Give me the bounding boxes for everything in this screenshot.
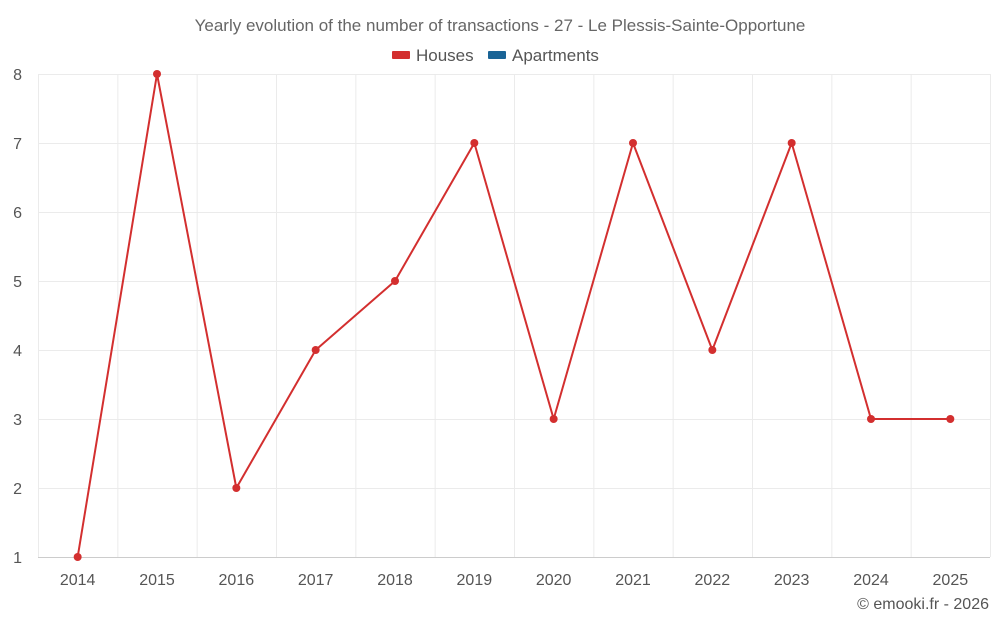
x-tick-label: 2025 [933, 572, 969, 589]
x-axis-ticks: 2014 2015 2016 2017 2018 2019 2020 2021 2022 2023… [60, 572, 968, 589]
data-point-houses-2015[interactable] [153, 70, 161, 78]
x-tick-label: 2014 [60, 572, 96, 589]
data-point-houses-2024[interactable] [867, 415, 875, 423]
legend-item-apartments[interactable]: Apartments [488, 46, 599, 65]
x-tick-label: 2016 [219, 572, 255, 589]
x-tick-label: 2021 [615, 572, 651, 589]
x-tick-label: 2017 [298, 572, 334, 589]
data-point-houses-2023[interactable] [787, 139, 796, 147]
data-point-houses-2020[interactable] [549, 415, 558, 423]
grid [38, 74, 991, 557]
data-point-houses-2019[interactable] [470, 139, 479, 147]
series-houses [73, 70, 955, 561]
data-point-houses-2016[interactable] [232, 484, 241, 492]
x-tick-label: 2020 [536, 572, 572, 589]
y-tick-label: 6 [13, 205, 22, 222]
data-point-houses-2017[interactable] [311, 346, 320, 354]
y-tick-label: 4 [13, 343, 22, 360]
legend-swatch-apartments [488, 51, 506, 59]
x-tick-label: 2019 [457, 572, 493, 589]
y-tick-label: 5 [13, 274, 22, 291]
legend: Houses Apartments [392, 46, 599, 65]
legend-label-apartments: Apartments [512, 46, 599, 65]
series-line-houses [76, 73, 951, 558]
data-point-houses-2025[interactable] [946, 415, 955, 423]
chart-title: Yearly evolution of the number of transa… [195, 16, 806, 35]
x-tick-label: 2022 [695, 572, 731, 589]
x-tick-label: 2023 [774, 572, 810, 589]
legend-item-houses[interactable]: Houses [392, 46, 474, 65]
data-point-houses-2018[interactable] [391, 277, 399, 285]
y-tick-label: 8 [13, 67, 22, 84]
y-tick-label: 2 [13, 481, 22, 498]
x-tick-label: 2024 [853, 572, 889, 589]
data-point-houses-2014[interactable] [73, 553, 82, 561]
data-point-houses-2021[interactable] [629, 139, 637, 147]
x-tick-label: 2015 [139, 572, 175, 589]
y-tick-label: 1 [13, 550, 22, 567]
credit-text: © emooki.fr - 2026 [857, 596, 989, 613]
x-tick-label: 2018 [377, 572, 413, 589]
data-point-houses-2022[interactable] [708, 346, 717, 354]
y-tick-label: 7 [13, 136, 22, 153]
legend-label-houses: Houses [416, 46, 474, 65]
y-tick-label: 3 [13, 412, 22, 429]
legend-swatch-houses [392, 51, 410, 59]
y-axis-ticks: 1 2 3 4 5 6 7 8 [13, 67, 22, 567]
